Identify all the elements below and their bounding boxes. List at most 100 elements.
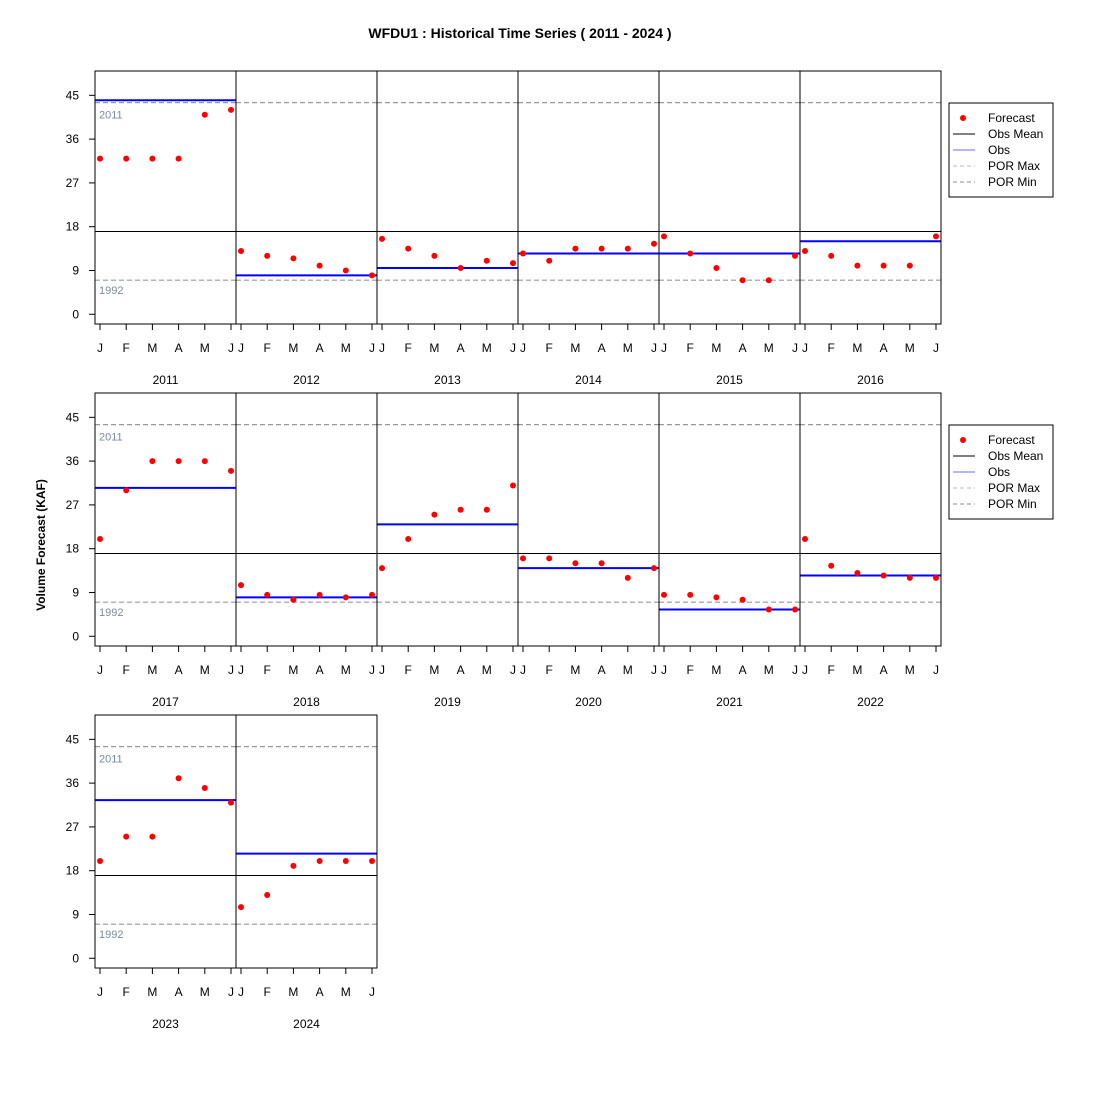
forecast-point <box>713 594 720 601</box>
x-tick-label: M <box>147 985 157 999</box>
x-tick-label: J <box>97 341 103 355</box>
forecast-point <box>290 596 297 603</box>
x-tick-label: F <box>405 663 412 677</box>
x-tick-label: M <box>623 663 633 677</box>
forecast-point <box>572 245 579 252</box>
y-tick-label: 18 <box>66 864 80 878</box>
forecast-point <box>342 594 349 601</box>
x-tick-label: A <box>175 663 183 677</box>
forecast-point <box>379 565 385 572</box>
x-tick-label: M <box>288 663 298 677</box>
forecast-point <box>405 535 412 542</box>
y-tick-label: 36 <box>66 776 80 790</box>
forecast-point <box>598 560 605 567</box>
legend-label: POR Max <box>988 481 1040 495</box>
x-tick-label: J <box>228 341 234 355</box>
forecast-point <box>546 555 553 562</box>
x-tick-label: M <box>852 341 862 355</box>
x-tick-label: A <box>316 663 324 677</box>
x-tick-label: J <box>651 663 657 677</box>
forecast-point <box>510 482 516 489</box>
forecast-point <box>802 248 808 255</box>
legend-forecast-swatch <box>960 437 966 443</box>
legend-label: Forecast <box>988 111 1035 125</box>
forecast-point <box>201 458 208 465</box>
forecast-point <box>431 252 438 259</box>
x-tick-label: F <box>828 663 835 677</box>
panel-border <box>517 392 660 647</box>
x-tick-label: F <box>687 341 694 355</box>
panel-2020: J F M A M J 2020 <box>517 392 660 709</box>
x-tick-label: M <box>570 341 580 355</box>
x-tick-label: M <box>711 341 721 355</box>
x-tick-label: J <box>379 341 385 355</box>
year-label: 2023 <box>152 1017 179 1031</box>
forecast-point <box>175 458 182 465</box>
y-tick-label: 9 <box>72 585 79 599</box>
legend-label: POR Max <box>988 159 1040 173</box>
x-tick-label: F <box>828 341 835 355</box>
forecast-point <box>598 245 605 252</box>
x-tick-label: M <box>200 985 210 999</box>
year-label: 2015 <box>716 373 743 387</box>
forecast-point <box>624 245 631 252</box>
forecast-point <box>123 155 130 162</box>
panel-border <box>235 714 378 969</box>
x-tick-label: M <box>147 663 157 677</box>
panel-border <box>799 70 942 325</box>
forecast-point <box>379 235 385 242</box>
forecast-point <box>933 233 939 240</box>
forecast-point <box>828 252 835 259</box>
panel-border <box>799 392 942 647</box>
x-tick-label: A <box>316 985 324 999</box>
panel-2024: J F M A M J 2024 <box>235 714 378 1031</box>
panel-2013: J F M A M J 2013 <box>376 70 519 387</box>
panel-border <box>235 70 378 325</box>
forecast-point <box>854 570 861 577</box>
y-tick-label: 18 <box>66 220 80 234</box>
legend-label: Obs <box>988 143 1010 157</box>
forecast-point <box>510 260 516 267</box>
forecast-point <box>342 857 349 864</box>
y-tick-label: 18 <box>66 542 80 556</box>
forecast-point <box>520 555 526 562</box>
forecast-point <box>405 245 412 252</box>
y-tick-label: 45 <box>66 88 80 102</box>
panel-2019: J F M A M J 2019 <box>376 392 519 709</box>
forecast-point <box>713 265 720 272</box>
x-tick-label: F <box>264 663 271 677</box>
legend-box-2: Forecast Obs Mean Obs POR Max POR Min <box>948 424 1054 520</box>
forecast-point <box>290 255 297 262</box>
x-tick-label: A <box>598 341 606 355</box>
forecast-point <box>264 252 271 259</box>
forecast-point <box>457 506 464 513</box>
panel-2015: J F M A M J 2015 <box>658 70 801 387</box>
panel-2012: J F M A M J 2012 <box>235 70 378 387</box>
x-tick-label: M <box>570 663 580 677</box>
x-tick-label: A <box>457 663 465 677</box>
year-label: 2013 <box>434 373 461 387</box>
y-tick-label: 36 <box>66 454 80 468</box>
x-tick-label: J <box>97 663 103 677</box>
forecast-point <box>765 277 772 284</box>
x-tick-label: M <box>200 663 210 677</box>
forecast-point <box>687 591 694 598</box>
legend-label: Forecast <box>988 433 1035 447</box>
year-label: 2012 <box>293 373 320 387</box>
panel-2017: J F M A M J 2017 0 9 18 27 36 45 2011 1992 <box>66 392 237 709</box>
panel-2014: J F M A M J 2014 <box>517 70 660 387</box>
forecast-point <box>765 606 772 613</box>
x-tick-label: A <box>739 663 747 677</box>
forecast-point <box>739 277 746 284</box>
x-tick-label: M <box>429 341 439 355</box>
x-tick-label: F <box>546 663 553 677</box>
forecast-point <box>483 257 490 264</box>
x-tick-label: J <box>802 341 808 355</box>
x-tick-label: J <box>792 341 798 355</box>
x-tick-label: A <box>175 341 183 355</box>
forecast-point <box>228 106 234 113</box>
y-tick-label: 27 <box>66 820 80 834</box>
legend-label: Obs Mean <box>988 127 1043 141</box>
x-tick-label: M <box>200 341 210 355</box>
y-tick-label: 9 <box>72 263 79 277</box>
